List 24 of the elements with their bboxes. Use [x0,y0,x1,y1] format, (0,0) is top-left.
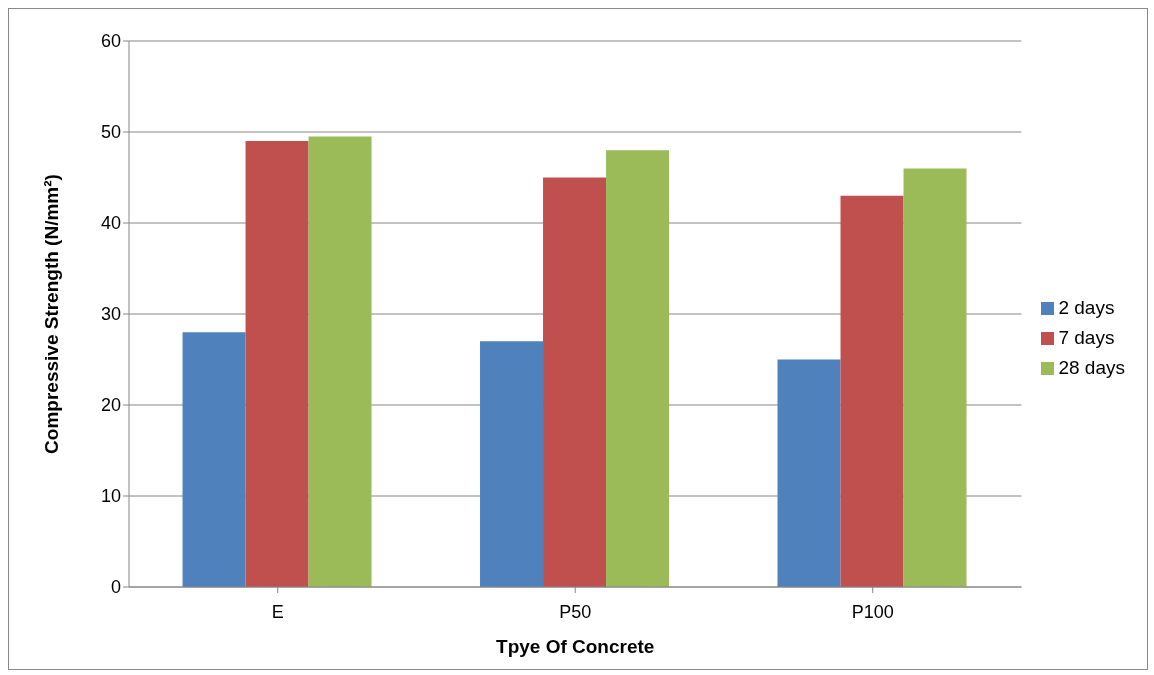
y-tick-label: 20 [100,395,121,416]
legend-label: 2 days [1058,297,1115,318]
y-axis-title: Compressive Strength (N/mm²) [40,174,62,454]
x-tick-label: P50 [559,601,592,622]
bar [182,332,246,587]
legend-label: 7 days [1058,327,1115,348]
bar [308,136,372,587]
legend-label: 28 days [1058,357,1125,378]
bar [480,341,544,587]
bar [840,195,904,587]
x-tick-label: E [271,601,284,622]
bar [543,177,607,587]
bar [606,150,670,587]
y-tick-label: 30 [100,304,121,325]
y-tick-label: 60 [100,31,121,52]
bar [903,168,967,587]
y-tick-label: 10 [100,486,121,507]
y-tick-label: 50 [100,122,121,143]
x-tick-label: P100 [851,601,894,622]
y-tick-label: 40 [100,213,121,234]
bar [777,359,841,587]
x-axis-title: Tpye Of Concrete [496,636,655,657]
bar [245,141,309,587]
y-tick-label: 0 [110,577,121,598]
